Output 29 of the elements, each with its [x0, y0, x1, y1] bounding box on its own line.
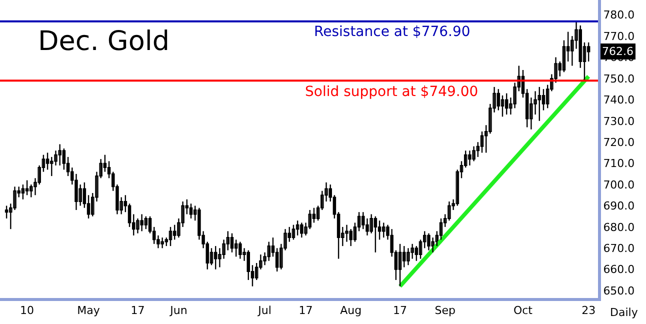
x-tick-label: May: [77, 304, 100, 318]
y-tick-label: 650.0: [603, 284, 635, 298]
x-tick-label: Jun: [169, 304, 188, 318]
y-tick-label: 720.0: [603, 136, 635, 149]
text: Dec. Gold: [38, 26, 170, 57]
x-tick-label: 23: [582, 304, 596, 318]
text: 762.6: [602, 45, 634, 58]
x-tick-label: Sep: [434, 304, 456, 318]
x-tick-label: Oct: [513, 304, 534, 318]
y-tick-label: 690.0: [603, 200, 635, 213]
y-tick-label: 710.0: [603, 157, 635, 170]
y-tick-label: 700.0: [603, 178, 635, 192]
x-tick-label: 17: [298, 304, 313, 318]
x-tick-label: 17: [393, 304, 408, 318]
y-tick-label: 730.0: [603, 114, 635, 128]
ref-line-label: Solid support at $749.00: [305, 84, 478, 100]
x-tick-label: Jul: [257, 304, 272, 318]
x-tick-label: 17: [130, 304, 145, 318]
y-tick-label: 780.0: [603, 8, 635, 22]
x-tick-label: 10: [20, 304, 34, 318]
y-tick-label: 680.0: [603, 220, 635, 234]
x-tick-label: Aug: [340, 304, 362, 318]
y-tick-label: 770.0: [603, 30, 635, 43]
ref-line-label: Resistance at $776.90: [314, 24, 470, 40]
x-axis-title: Daily: [610, 306, 638, 319]
y-tick-label: 660.0: [603, 263, 635, 276]
y-tick-label: 750.0: [603, 72, 635, 86]
y-tick-label: 740.0: [603, 94, 635, 107]
y-tick-label: 670.0: [603, 242, 635, 256]
